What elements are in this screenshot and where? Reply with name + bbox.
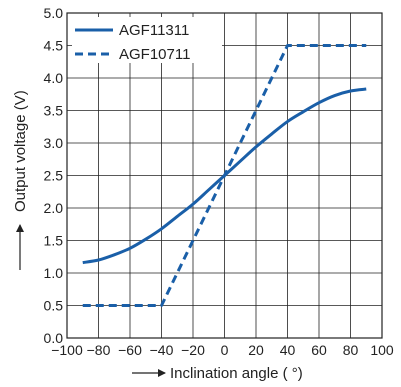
x-tick-label: 40 bbox=[280, 342, 296, 358]
series-group bbox=[82, 44, 367, 307]
x-tick-label: −60 bbox=[118, 342, 142, 358]
x-axis-title: Inclination angle ( °) bbox=[132, 365, 303, 382]
y-tick-label: 1.0 bbox=[44, 265, 64, 281]
y-axis-label: Output voltage (V) bbox=[12, 90, 29, 212]
x-tick-label: 20 bbox=[248, 342, 264, 358]
series-line-agf10711 bbox=[82, 44, 367, 307]
y-tick-label: 1.5 bbox=[44, 233, 64, 249]
plot-frame bbox=[66, 12, 383, 339]
legend-label-agf10711: AGF10711 bbox=[119, 46, 190, 63]
y-tick-label: 4.0 bbox=[44, 70, 64, 86]
x-tick-label: −20 bbox=[181, 342, 205, 358]
x-tick-label: 0 bbox=[221, 342, 229, 358]
x-tick-labels: −100 −80 −60 −40 −20 0 20 40 60 80 100 bbox=[51, 342, 394, 358]
x-tick-label: −40 bbox=[150, 342, 174, 358]
y-tick-label: 0.5 bbox=[44, 298, 64, 314]
y-tick-label: 5.0 bbox=[44, 5, 64, 21]
y-tick-label: 0.0 bbox=[44, 330, 64, 346]
x-tick-label: −80 bbox=[87, 342, 111, 358]
y-tick-label: 2.0 bbox=[44, 200, 64, 216]
y-tick-label: 3.5 bbox=[44, 103, 64, 119]
legend-label-agf11311: AGF11311 bbox=[119, 22, 189, 39]
x-tick-label: 80 bbox=[343, 342, 359, 358]
legend: AGF11311 AGF10711 bbox=[72, 17, 222, 63]
y-axis-title: Output voltage (V) bbox=[12, 90, 29, 270]
legend-background bbox=[72, 17, 222, 63]
x-tick-label: 60 bbox=[311, 342, 327, 358]
y-tick-label: 2.5 bbox=[44, 168, 64, 184]
y-tick-label: 4.5 bbox=[44, 38, 64, 54]
y-tick-labels: 0.0 0.5 1.0 1.5 2.0 2.5 3.0 3.5 4.0 4.5 5.0 bbox=[44, 5, 64, 346]
x-tick-label: −100 bbox=[51, 342, 83, 358]
x-axis-label: Inclination angle ( °) bbox=[170, 365, 303, 382]
x-tick-label: 100 bbox=[370, 342, 394, 358]
y-tick-label: 3.0 bbox=[44, 135, 64, 151]
